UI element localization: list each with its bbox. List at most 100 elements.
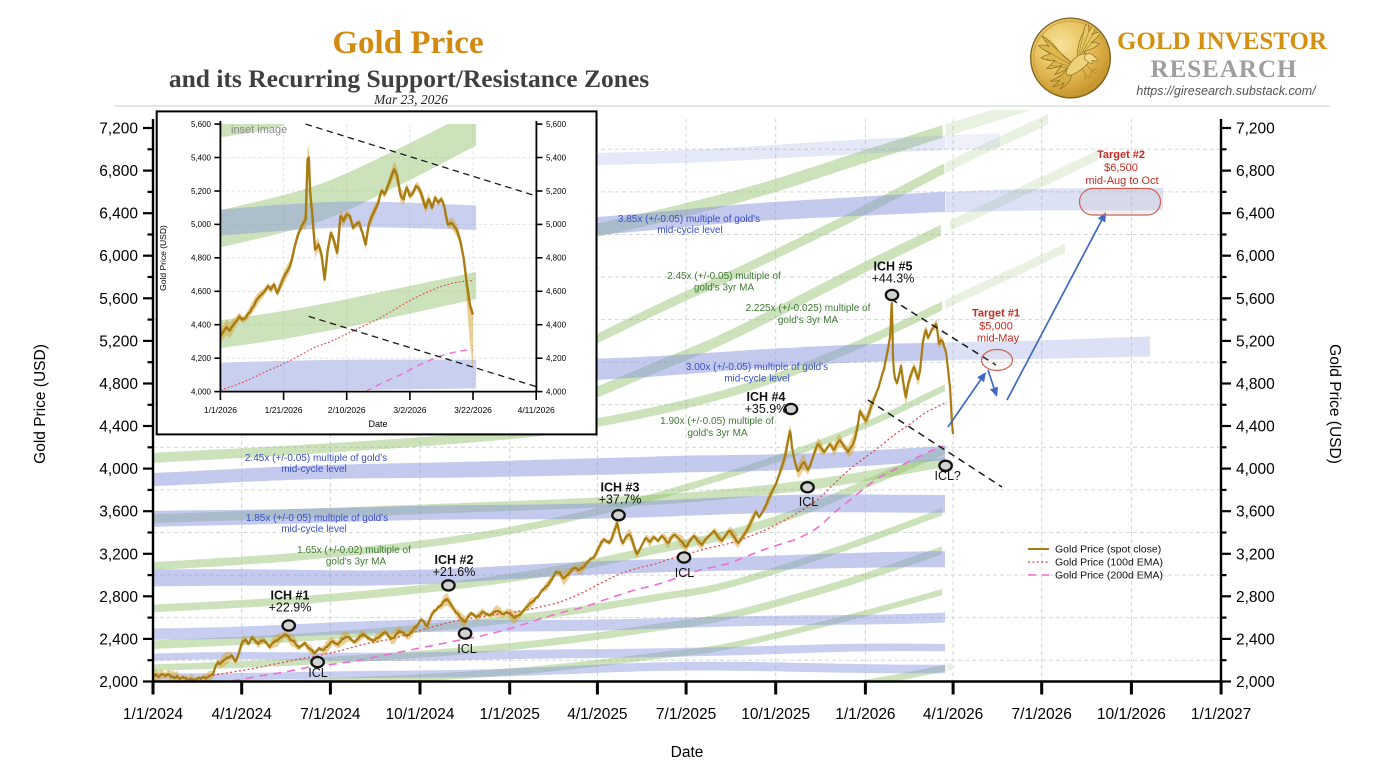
svg-text:https://giresearch.substack.co: https://giresearch.substack.com/ <box>1136 84 1317 98</box>
svg-text:5,000: 5,000 <box>191 220 212 229</box>
svg-text:2.45x (+/-0.05) multiple of go: 2.45x (+/-0.05) multiple of gold's <box>245 453 387 464</box>
svg-text:10/1/2024: 10/1/2024 <box>386 706 455 723</box>
svg-text:mid-May: mid-May <box>977 333 1020 345</box>
svg-text:4,800: 4,800 <box>191 254 212 263</box>
svg-text:3/22/2026: 3/22/2026 <box>454 405 492 415</box>
svg-text:7/1/2026: 7/1/2026 <box>1012 706 1072 723</box>
svg-text:2,000: 2,000 <box>99 674 138 691</box>
svg-text:1.65x (+/-0.02) multiple of: 1.65x (+/-0.02) multiple of <box>297 545 411 556</box>
svg-text:2,400: 2,400 <box>1236 631 1275 648</box>
svg-text:RESEARCH: RESEARCH <box>1151 56 1298 83</box>
svg-text:6,000: 6,000 <box>99 248 138 265</box>
svg-text:5,600: 5,600 <box>1236 291 1275 308</box>
svg-text:Gold Price (spot close): Gold Price (spot close) <box>1055 544 1161 556</box>
svg-text:7,200: 7,200 <box>99 121 138 138</box>
svg-text:ICL?: ICL? <box>934 469 960 483</box>
svg-text:1/1/2025: 1/1/2025 <box>480 706 540 723</box>
svg-text:1/1/2027: 1/1/2027 <box>1191 706 1251 723</box>
svg-text:3,200: 3,200 <box>99 546 138 563</box>
svg-text:1/21/2026: 1/21/2026 <box>265 405 303 415</box>
svg-text:2/10/2026: 2/10/2026 <box>328 405 366 415</box>
svg-text:Gold Price (USD): Gold Price (USD) <box>1326 344 1343 464</box>
svg-text:2,800: 2,800 <box>1236 589 1275 606</box>
svg-text:7,200: 7,200 <box>1236 121 1275 138</box>
svg-text:2,800: 2,800 <box>99 589 138 606</box>
svg-text:2,400: 2,400 <box>99 631 138 648</box>
svg-text:gold's 3yr MA: gold's 3yr MA <box>687 428 748 439</box>
svg-text:5,600: 5,600 <box>99 291 138 308</box>
svg-text:ICH #3: ICH #3 <box>601 481 640 495</box>
svg-text:5,400: 5,400 <box>191 153 212 162</box>
svg-text:mid-Aug to Oct: mid-Aug to Oct <box>1085 175 1158 187</box>
svg-text:$6,500: $6,500 <box>1104 162 1138 174</box>
svg-text:4,400: 4,400 <box>1236 419 1275 436</box>
svg-text:6,400: 6,400 <box>99 206 138 223</box>
svg-text:5,600: 5,600 <box>546 120 567 129</box>
svg-text:1/1/2024: 1/1/2024 <box>123 706 184 723</box>
svg-text:ICL: ICL <box>799 495 819 509</box>
svg-text:5,000: 5,000 <box>546 220 567 229</box>
svg-text:2.225x (+/-0.025) multiple of: 2.225x (+/-0.025) multiple of <box>746 303 871 314</box>
svg-text:4/11/2026: 4/11/2026 <box>518 405 555 415</box>
svg-text:7/1/2025: 7/1/2025 <box>656 706 716 723</box>
svg-text:Gold Price (USD): Gold Price (USD) <box>158 225 168 291</box>
svg-text:5,200: 5,200 <box>99 333 138 350</box>
svg-text:4,400: 4,400 <box>191 321 212 330</box>
svg-text:Target #1: Target #1 <box>972 308 1020 320</box>
svg-text:5,200: 5,200 <box>191 187 212 196</box>
svg-text:4,800: 4,800 <box>99 376 138 393</box>
svg-text:mid-cycle level: mid-cycle level <box>281 524 347 535</box>
svg-text:3.85x (+/-0.05) multiple of go: 3.85x (+/-0.05) multiple of gold's <box>618 214 760 225</box>
svg-text:5,200: 5,200 <box>546 187 567 196</box>
svg-text:4/1/2025: 4/1/2025 <box>567 706 627 723</box>
svg-text:Mar 23, 2026: Mar 23, 2026 <box>373 92 448 107</box>
svg-text:Gold Price (USD): Gold Price (USD) <box>32 344 49 464</box>
svg-text:Target #2: Target #2 <box>1097 149 1145 161</box>
svg-text:4,600: 4,600 <box>191 287 212 296</box>
svg-text:2.45x (+/-0.05) multiple of: 2.45x (+/-0.05) multiple of <box>667 271 781 282</box>
svg-text:inset image: inset image <box>231 124 287 136</box>
svg-text:1.85x (+/-0 05) multiple of go: 1.85x (+/-0 05) multiple of gold's <box>246 513 388 524</box>
svg-text:+35.9%: +35.9% <box>745 402 788 416</box>
svg-text:4/1/2024: 4/1/2024 <box>212 706 273 723</box>
svg-text:+37.7%: +37.7% <box>599 493 642 507</box>
svg-text:$5,000: $5,000 <box>979 321 1013 333</box>
svg-text:Gold Price (200d EMA): Gold Price (200d EMA) <box>1055 570 1163 582</box>
svg-text:4,800: 4,800 <box>1236 376 1275 393</box>
svg-text:2,000: 2,000 <box>1236 674 1275 691</box>
svg-text:4,000: 4,000 <box>191 387 212 396</box>
svg-text:mid-cycle level: mid-cycle level <box>657 225 723 236</box>
svg-text:gold's 3yr MA: gold's 3yr MA <box>326 557 387 568</box>
svg-text:Gold Price: Gold Price <box>332 25 483 61</box>
svg-text:ICL: ICL <box>457 642 477 656</box>
svg-text:1/1/2026: 1/1/2026 <box>204 405 237 415</box>
svg-text:1.90x (+/-0.05) multiple of: 1.90x (+/-0.05) multiple of <box>660 416 774 427</box>
svg-text:4,600: 4,600 <box>546 287 567 296</box>
svg-text:3,600: 3,600 <box>99 504 138 521</box>
svg-text:3/2/2026: 3/2/2026 <box>393 405 426 415</box>
svg-text:+44.3%: +44.3% <box>872 272 915 286</box>
svg-text:5,200: 5,200 <box>1236 333 1275 350</box>
svg-text:4,200: 4,200 <box>191 354 212 363</box>
svg-text:3,200: 3,200 <box>1236 546 1275 563</box>
svg-text:ICH #1: ICH #1 <box>271 589 310 603</box>
svg-text:ICH #2: ICH #2 <box>435 553 474 567</box>
svg-text:Date: Date <box>671 744 704 761</box>
svg-text:3,600: 3,600 <box>1236 504 1275 521</box>
svg-text:+22.9%: +22.9% <box>269 601 312 615</box>
svg-text:ICH #4: ICH #4 <box>747 390 786 404</box>
svg-text:Date: Date <box>368 419 387 429</box>
svg-text:6,800: 6,800 <box>99 163 138 180</box>
svg-text:6,000: 6,000 <box>1236 248 1275 265</box>
svg-text:5,400: 5,400 <box>546 153 567 162</box>
svg-text:10/1/2026: 10/1/2026 <box>1097 706 1166 723</box>
svg-text:ICL: ICL <box>675 566 695 580</box>
svg-text:Gold Price (100d EMA): Gold Price (100d EMA) <box>1055 557 1163 569</box>
svg-text:4,000: 4,000 <box>546 387 567 396</box>
svg-text:5,600: 5,600 <box>191 120 212 129</box>
svg-text:3.00x (+/-0.05) multiple of go: 3.00x (+/-0.05) multiple of gold's <box>686 362 828 373</box>
svg-text:mid-cycle level: mid-cycle level <box>724 374 790 385</box>
svg-text:4/1/2026: 4/1/2026 <box>923 706 983 723</box>
svg-text:GOLD INVESTOR: GOLD INVESTOR <box>1117 28 1328 55</box>
svg-text:mid-cycle level: mid-cycle level <box>281 464 347 475</box>
